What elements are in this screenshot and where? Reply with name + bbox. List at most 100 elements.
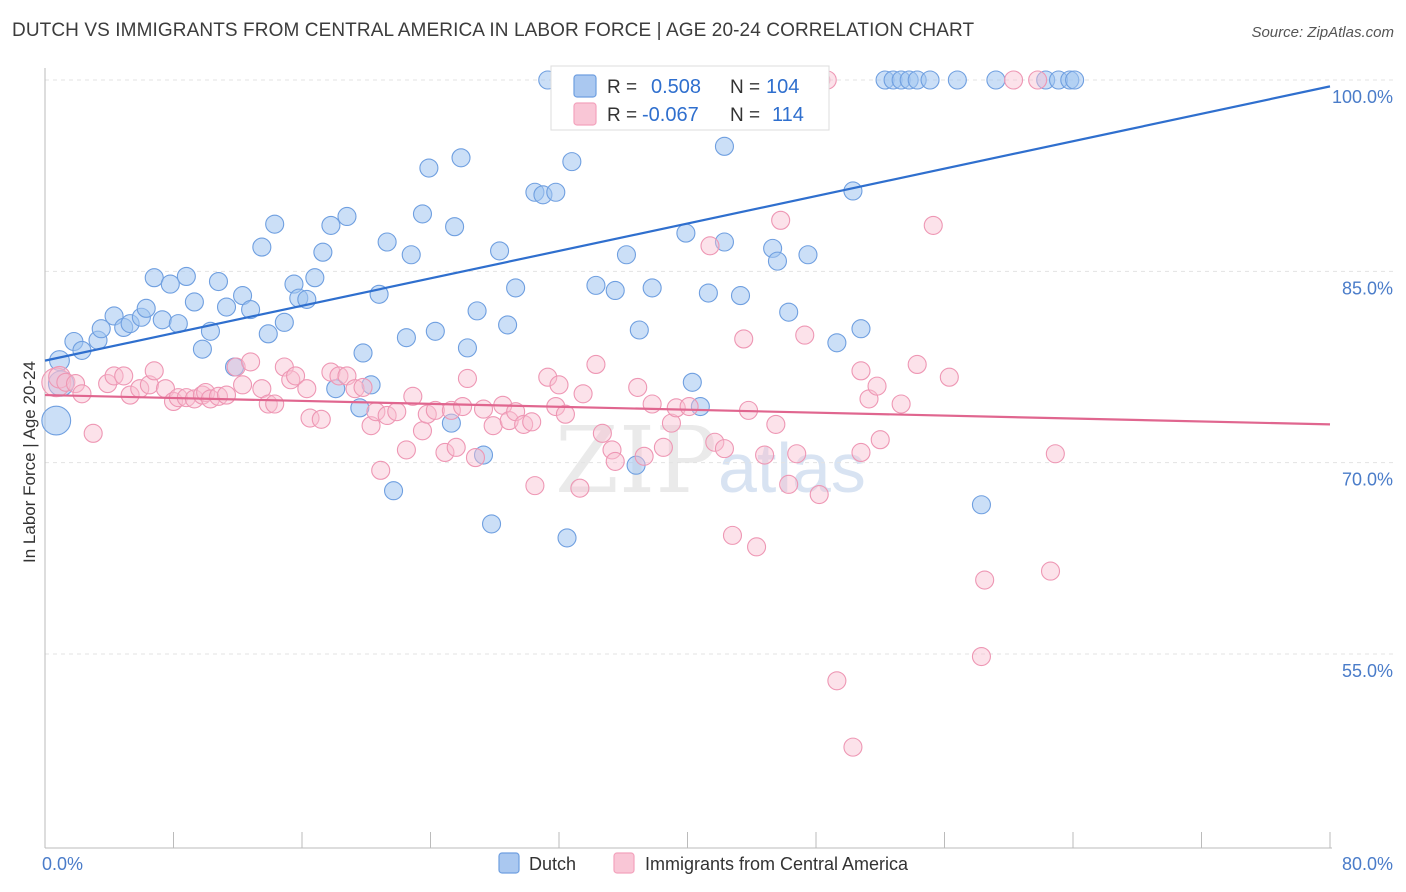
point-dutch-103 — [1065, 70, 1085, 90]
y-tick-labels: 55.0% 70.0% 85.0% 100.0% — [1332, 87, 1393, 681]
point-dutch-32 — [305, 268, 325, 288]
point-dutch-62 — [557, 528, 577, 548]
point-central-108 — [1004, 70, 1024, 90]
point-dutch-46 — [419, 158, 439, 178]
point-dutch-87 — [798, 245, 818, 265]
trend-line-dutch — [44, 85, 1331, 362]
point-central-31 — [286, 366, 306, 386]
point-central-103 — [907, 354, 927, 374]
point-central-55 — [465, 448, 486, 468]
point-dutch-50 — [451, 148, 471, 168]
point-central-78 — [661, 413, 681, 433]
point-central-102 — [891, 394, 911, 414]
point-central-91 — [779, 474, 799, 494]
point-central-88 — [755, 445, 775, 465]
point-central-54 — [457, 368, 477, 389]
point-central-84 — [722, 525, 743, 545]
point-central-85 — [734, 329, 754, 349]
legend-central-r-value: -0.067 — [642, 104, 699, 126]
point-central-43 — [377, 405, 397, 426]
point-central-92 — [787, 444, 807, 464]
point-central-49 — [425, 400, 445, 420]
point-central-46 — [403, 386, 423, 406]
point-central-36 — [329, 366, 349, 386]
point-central-98 — [851, 442, 871, 463]
point-central-44 — [387, 402, 407, 422]
legend-dutch-r-value: 0.508 — [651, 76, 701, 98]
point-central-94 — [809, 485, 829, 505]
y-tick-label-85: 85.0% — [1342, 278, 1393, 298]
point-central-69 — [573, 384, 593, 404]
point-dutch-36 — [337, 206, 357, 227]
point-central-5 — [83, 423, 103, 443]
point-dutch-16 — [176, 266, 196, 286]
point-dutch-44 — [401, 245, 421, 265]
point-central-106 — [971, 647, 991, 667]
point-dutch-81 — [730, 286, 751, 306]
legend-box — [550, 65, 830, 131]
x-tick-label-80: 80.0% — [1342, 854, 1393, 874]
y-tick-label-100: 100.0% — [1332, 87, 1393, 107]
point-dutch-53 — [473, 445, 494, 465]
point-central-47 — [412, 421, 433, 441]
axes — [44, 68, 1332, 849]
point-central-96 — [843, 737, 863, 757]
point-central-32 — [297, 379, 317, 399]
point-dutch-24 — [241, 300, 261, 320]
point-central-8 — [114, 366, 134, 386]
point-dutch-42 — [384, 481, 404, 501]
trend-line-central — [44, 393, 1331, 426]
point-central-77 — [653, 437, 673, 457]
point-dutch-55 — [490, 241, 510, 261]
source-label: Source: ZipAtlas.com — [1251, 24, 1394, 41]
point-dutch-18 — [192, 339, 212, 359]
point-central-93 — [795, 325, 815, 345]
point-dutch-66 — [605, 280, 625, 301]
point-dutch-56 — [498, 315, 518, 335]
point-central-50 — [435, 442, 455, 463]
point-central-25 — [241, 352, 261, 372]
legend-dutch-n-label: N = — [730, 77, 760, 98]
bottom-legend-swatch-dutch — [498, 852, 520, 874]
point-central-4 — [72, 384, 92, 404]
legend-central-r-label: R = — [607, 105, 637, 126]
point-dutch-71 — [642, 278, 662, 298]
point-dutch-75 — [682, 372, 702, 392]
point-central-73 — [605, 451, 625, 471]
point-dutch-27 — [265, 214, 285, 234]
point-dutch-33 — [313, 242, 333, 262]
point-central-64 — [538, 367, 558, 387]
point-central-111 — [1045, 444, 1065, 464]
point-central-23 — [226, 357, 246, 377]
point-dutch-28 — [274, 312, 294, 332]
point-central-89 — [766, 414, 786, 434]
point-dutch-61 — [546, 182, 566, 202]
point-dutch-67 — [616, 245, 637, 265]
point-dutch-17 — [184, 292, 204, 312]
point-central-109 — [1028, 70, 1048, 90]
point-dutch-69 — [629, 320, 649, 340]
top-legend: R = 0.508 N = 104 R = -0.067 N = 114 — [550, 65, 830, 131]
point-central-80 — [679, 396, 699, 417]
point-dutch-6 — [91, 319, 111, 339]
point-dutch-54 — [481, 514, 502, 534]
y-tick-label-70: 70.0% — [1342, 470, 1393, 490]
point-central-28 — [265, 394, 285, 414]
legend-central-n-value: 114 — [772, 104, 804, 126]
point-central-67 — [555, 404, 575, 424]
y-tick-label-55: 55.0% — [1342, 661, 1393, 681]
point-dutch-63 — [562, 152, 582, 172]
bottom-legend-swatch-central — [613, 852, 635, 874]
point-central-42 — [371, 460, 391, 480]
point-dutch-52 — [467, 301, 487, 321]
legend-dutch-r-label: R = — [607, 77, 637, 98]
point-central-39 — [353, 377, 373, 397]
point-dutch-96 — [920, 70, 940, 90]
point-dutch-90 — [851, 319, 871, 339]
point-central-61 — [514, 414, 534, 434]
point-dutch-39 — [361, 375, 381, 395]
point-dutch-11 — [136, 298, 156, 318]
point-dutch-77 — [698, 283, 718, 303]
chart-title: DUTCH VS IMMIGRANTS FROM CENTRAL AMERICA… — [12, 20, 975, 41]
